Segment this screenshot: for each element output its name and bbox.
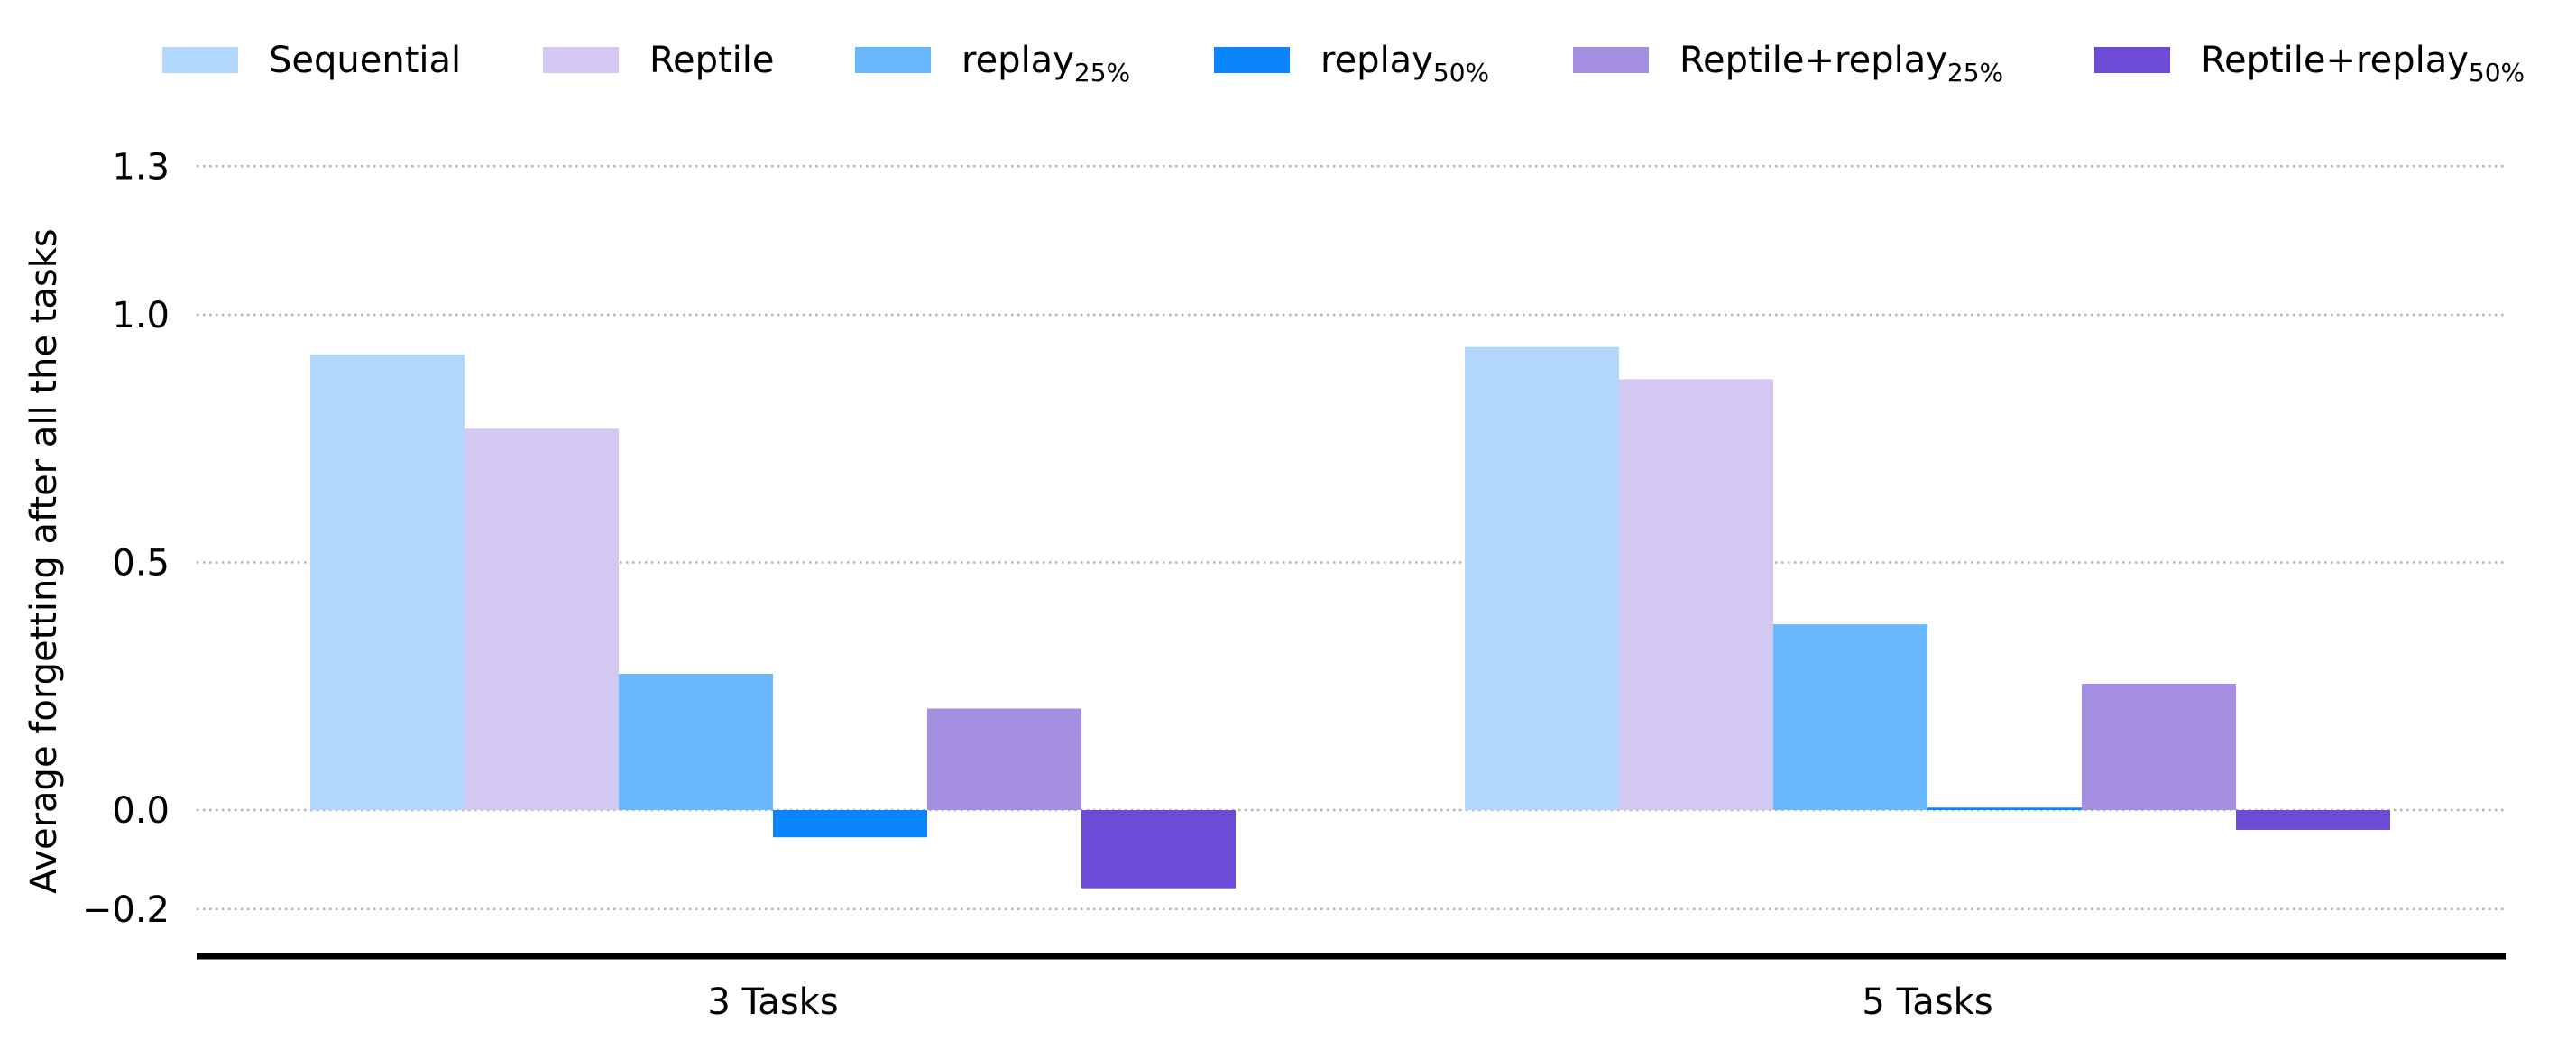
legend-label-subscript: 50% [2469, 58, 2525, 88]
y-tick-label: 1.0 [112, 295, 170, 336]
legend: Sequential Reptile replay25% replay50% Repti… [162, 40, 2525, 88]
legend-label: replay50% [1320, 40, 1489, 88]
legend-item: replay50% [1214, 40, 1489, 88]
legend-label: Sequential [269, 40, 461, 81]
bar [2082, 684, 2236, 810]
bar [1619, 379, 1773, 810]
bar [465, 428, 619, 810]
bar [773, 810, 927, 838]
legend-label-base: Reptile+replay [2201, 40, 2469, 81]
legend-label: Reptile [649, 40, 775, 81]
legend-label-base: Reptile+replay [1679, 40, 1947, 81]
legend-label-subscript: 50% [1433, 58, 1489, 88]
y-tick-label: −0.2 [82, 889, 170, 931]
bar [1927, 807, 2082, 810]
bar [310, 354, 465, 810]
bar [927, 708, 1081, 810]
legend-label: replay25% [961, 40, 1130, 88]
legend-label-subscript: 25% [1074, 58, 1130, 88]
legend-label: Reptile+replay50% [2201, 40, 2525, 88]
legend-label-base: replay [961, 40, 1074, 81]
legend-swatch [1214, 47, 1290, 73]
legend-label-base: Sequential [269, 40, 461, 81]
bars [310, 346, 2390, 889]
legend-swatch [162, 47, 238, 73]
legend-label: Reptile+replay25% [1679, 40, 2003, 88]
legend-swatch [855, 47, 931, 73]
legend-item: replay25% [855, 40, 1130, 88]
y-tick-label: 0.0 [112, 790, 170, 832]
bar [1773, 624, 1927, 810]
legend-label-base: replay [1320, 40, 1433, 81]
axes: 1.3 1.0 0.5 0.0 −0.2 3 Tasks 5 Tasks [82, 146, 2506, 1023]
bar [1081, 810, 1236, 889]
legend-item: Reptile+replay50% [2094, 40, 2525, 88]
y-tick-label: 1.3 [112, 146, 170, 188]
legend-label-base: Reptile [649, 40, 775, 81]
bar [2236, 810, 2390, 830]
legend-item: Sequential [162, 40, 461, 81]
legend-swatch [543, 47, 619, 73]
legend-label-subscript: 25% [1947, 58, 2003, 88]
legend-swatch [2094, 47, 2170, 73]
legend-swatch [1573, 47, 1649, 73]
legend-item: Reptile+replay25% [1573, 40, 2003, 88]
bar [619, 674, 773, 810]
y-tick-label: 0.5 [112, 543, 170, 585]
bar [1465, 346, 1619, 810]
x-tick-label: 5 Tasks [1862, 981, 1992, 1023]
legend-item: Reptile [543, 40, 775, 81]
x-tick-label: 3 Tasks [707, 981, 838, 1023]
y-axis-label: Average forgetting after all the tasks [23, 228, 65, 893]
